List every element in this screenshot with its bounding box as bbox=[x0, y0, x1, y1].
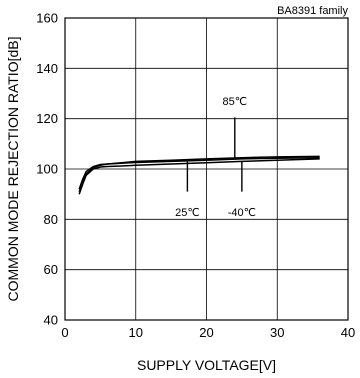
x-tick-label: 10 bbox=[129, 325, 143, 340]
x-axis-title: SUPPLY VOLTAGE[V] bbox=[137, 357, 276, 373]
y-axis-title: COMMON MODE REJECTION RATIO[dB] bbox=[5, 37, 21, 302]
x-tick-label: 40 bbox=[341, 325, 355, 340]
y-tick-label: 160 bbox=[36, 11, 58, 26]
y-tick-label: 80 bbox=[44, 212, 58, 227]
series-annotations: 85℃ 25℃ -40℃ bbox=[175, 96, 256, 219]
series-label: 85℃ bbox=[223, 96, 248, 108]
grid-lines bbox=[65, 18, 348, 320]
y-tick-label: 100 bbox=[36, 162, 58, 177]
plot-frame bbox=[64, 17, 349, 321]
y-tick-label: 40 bbox=[44, 313, 58, 328]
series-line bbox=[78, 158, 320, 195]
x-tick-label: 30 bbox=[270, 325, 284, 340]
y-tick-label: 120 bbox=[36, 111, 58, 126]
series-label: 25℃ bbox=[175, 207, 200, 219]
series-line bbox=[78, 155, 320, 192]
y-tick-label: 140 bbox=[36, 61, 58, 76]
series-line bbox=[78, 156, 320, 190]
x-tick-label: 0 bbox=[61, 325, 68, 340]
y-tick-label: 60 bbox=[44, 262, 58, 277]
series-label: -40℃ bbox=[228, 207, 256, 219]
axis-ticks: 0 10 20 30 40 40 60 80 100 120 140 160 bbox=[36, 11, 355, 341]
series-lines bbox=[78, 155, 320, 195]
x-tick-label: 20 bbox=[199, 325, 213, 340]
family-label: BA8391 family bbox=[277, 5, 348, 17]
